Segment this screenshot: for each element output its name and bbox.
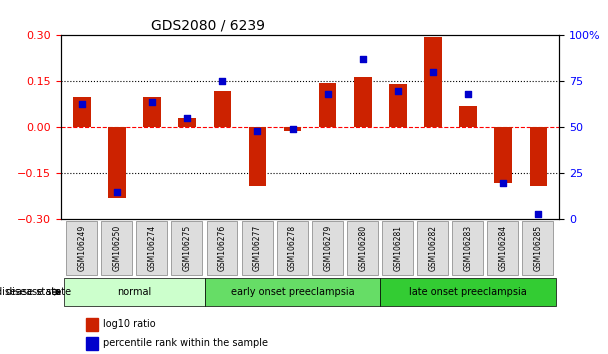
FancyBboxPatch shape [66,221,97,275]
FancyBboxPatch shape [101,221,132,275]
Text: GSM106283: GSM106283 [463,225,472,271]
Bar [389,85,407,127]
Bar [424,37,442,127]
Bar [494,127,512,183]
Bar [86,318,98,331]
Text: GSM106275: GSM106275 [182,225,192,271]
Text: GSM106279: GSM106279 [323,225,332,271]
Text: GSM106250: GSM106250 [112,225,122,271]
FancyBboxPatch shape [417,221,448,275]
Point [147,99,157,104]
Bar [284,127,302,131]
Bar [213,91,231,127]
Bar [354,77,371,127]
FancyBboxPatch shape [241,221,272,275]
Point [393,88,402,93]
Text: early onset preeclampsia: early onset preeclampsia [230,287,354,297]
Text: GSM106284: GSM106284 [499,225,508,271]
FancyBboxPatch shape [205,278,380,306]
Point [533,211,543,217]
Text: GSM106249: GSM106249 [77,225,86,271]
FancyBboxPatch shape [347,221,378,275]
Text: percentile rank within the sample: percentile rank within the sample [103,338,268,348]
Text: late onset preeclampsia: late onset preeclampsia [409,287,527,297]
Text: GSM106278: GSM106278 [288,225,297,271]
Text: GSM106281: GSM106281 [393,225,402,271]
Text: GSM106276: GSM106276 [218,225,227,271]
Text: GSM106277: GSM106277 [253,225,262,271]
FancyBboxPatch shape [171,221,202,275]
Bar [86,337,98,350]
Point [218,79,227,84]
FancyBboxPatch shape [522,221,553,275]
Point [499,180,508,185]
FancyBboxPatch shape [452,221,483,275]
Point [77,101,87,106]
Text: log10 ratio: log10 ratio [103,319,156,329]
Point [463,91,473,97]
Text: GSM106285: GSM106285 [534,225,543,271]
FancyBboxPatch shape [136,221,167,275]
FancyBboxPatch shape [207,221,237,275]
Bar [530,127,547,186]
Text: GSM106280: GSM106280 [358,225,367,271]
Point [358,57,368,62]
Point [182,115,192,121]
Bar [249,127,266,186]
FancyBboxPatch shape [312,221,343,275]
Bar [73,97,91,127]
FancyBboxPatch shape [382,221,413,275]
Bar [178,118,196,127]
Point [323,91,333,97]
Text: disease state: disease state [0,287,61,297]
Text: disease state: disease state [6,287,71,297]
Bar [459,106,477,127]
Text: GSM106274: GSM106274 [148,225,157,271]
Bar [143,97,161,127]
Text: GDS2080 / 6239: GDS2080 / 6239 [151,19,264,33]
Bar [319,83,336,127]
FancyBboxPatch shape [64,278,205,306]
Point [112,189,122,195]
FancyBboxPatch shape [277,221,308,275]
FancyBboxPatch shape [488,221,518,275]
Point [428,69,438,75]
Text: normal: normal [117,287,151,297]
Text: GSM106282: GSM106282 [429,225,438,271]
Point [252,128,262,134]
Point [288,126,297,132]
Bar [108,127,126,198]
FancyBboxPatch shape [380,278,556,306]
